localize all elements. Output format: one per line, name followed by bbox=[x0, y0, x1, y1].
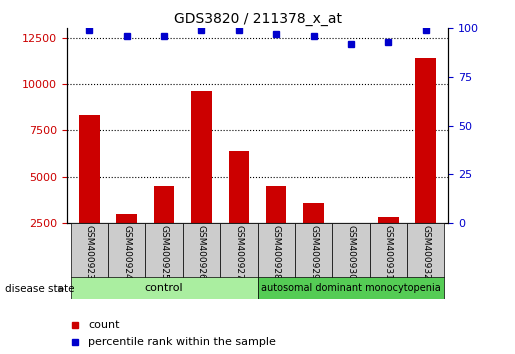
Text: count: count bbox=[88, 320, 119, 330]
Bar bbox=[258, 277, 444, 299]
Bar bbox=[145, 223, 183, 278]
Bar bbox=[258, 223, 295, 278]
Title: GDS3820 / 211378_x_at: GDS3820 / 211378_x_at bbox=[174, 12, 341, 26]
Text: GSM400927: GSM400927 bbox=[234, 225, 243, 279]
Text: GSM400931: GSM400931 bbox=[384, 225, 393, 280]
Text: GSM400929: GSM400929 bbox=[309, 225, 318, 279]
Text: percentile rank within the sample: percentile rank within the sample bbox=[88, 337, 276, 347]
Bar bbox=[116, 214, 137, 269]
Bar bbox=[378, 217, 399, 269]
Bar bbox=[416, 58, 436, 269]
Text: GSM400932: GSM400932 bbox=[421, 225, 430, 279]
Bar bbox=[229, 151, 249, 269]
Bar bbox=[154, 186, 175, 269]
Text: disease state: disease state bbox=[5, 284, 75, 294]
Bar bbox=[370, 223, 407, 278]
Text: GSM400925: GSM400925 bbox=[160, 225, 168, 279]
Text: GSM400923: GSM400923 bbox=[85, 225, 94, 279]
Text: GSM400926: GSM400926 bbox=[197, 225, 206, 279]
Bar bbox=[303, 202, 324, 269]
Text: GSM400928: GSM400928 bbox=[272, 225, 281, 279]
Bar bbox=[295, 223, 332, 278]
Bar bbox=[407, 223, 444, 278]
Text: GSM400930: GSM400930 bbox=[347, 225, 355, 280]
Bar bbox=[108, 223, 145, 278]
Bar bbox=[332, 223, 370, 278]
Bar bbox=[191, 91, 212, 269]
Bar bbox=[71, 277, 258, 299]
Text: GSM400924: GSM400924 bbox=[122, 225, 131, 279]
Text: autosomal dominant monocytopenia: autosomal dominant monocytopenia bbox=[261, 283, 441, 293]
Bar bbox=[220, 223, 258, 278]
Bar bbox=[266, 186, 286, 269]
Text: control: control bbox=[145, 283, 183, 293]
Bar bbox=[340, 223, 361, 269]
Bar bbox=[183, 223, 220, 278]
Bar bbox=[79, 115, 99, 269]
Bar bbox=[71, 223, 108, 278]
